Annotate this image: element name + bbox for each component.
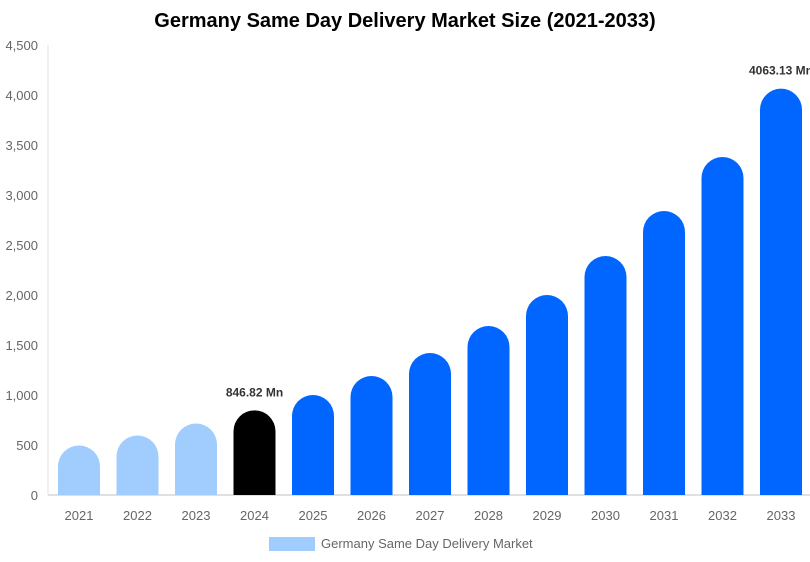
- x-tick-label: 2032: [708, 508, 737, 523]
- bar-2029: [526, 295, 568, 495]
- chart-title: Germany Same Day Delivery Market Size (2…: [154, 10, 656, 32]
- bar-2028: [467, 326, 510, 495]
- x-tick-label: 2025: [299, 508, 328, 523]
- bar-2021: [58, 445, 100, 495]
- y-tick-label: 500: [16, 438, 38, 453]
- x-tick-label: 2021: [65, 508, 94, 523]
- y-tick-label: 0: [31, 488, 38, 503]
- y-tick-label: 2,000: [5, 288, 38, 303]
- x-tick-label: 2027: [416, 508, 445, 523]
- bar-2022: [116, 435, 159, 495]
- y-tick-label: 2,500: [5, 238, 38, 253]
- legend-swatch: [269, 536, 315, 551]
- data-label: 4063.13 Mn: [749, 64, 810, 78]
- bar-2024: [233, 410, 276, 495]
- legend-label: Germany Same Day Delivery Market: [321, 536, 533, 551]
- x-tick-label: 2028: [474, 508, 503, 523]
- x-tick-label: 2029: [533, 508, 562, 523]
- legend[interactable]: Germany Same Day Delivery Market: [269, 536, 533, 551]
- bar-2033: [760, 88, 802, 495]
- bar-2025: [292, 395, 334, 495]
- y-tick-label: 3,000: [5, 188, 38, 203]
- y-tick-label: 1,000: [5, 388, 38, 403]
- x-tick-label: 2031: [650, 508, 679, 523]
- bar-2027: [409, 353, 451, 495]
- data-label: 846.82 Mn: [226, 385, 283, 399]
- bar-2030: [584, 256, 627, 495]
- x-tick-label: 2024: [240, 508, 269, 523]
- y-tick-label: 4,500: [5, 38, 38, 53]
- bar-2023: [175, 423, 217, 495]
- bar-2026: [350, 376, 393, 495]
- bar-2031: [643, 211, 685, 495]
- x-tick-label: 2033: [767, 508, 796, 523]
- x-tick-label: 2026: [357, 508, 386, 523]
- x-tick-label: 2030: [591, 508, 620, 523]
- y-tick-label: 3,500: [5, 138, 38, 153]
- x-tick-label: 2023: [182, 508, 211, 523]
- bar-2032: [701, 157, 744, 495]
- x-tick-label: 2022: [123, 508, 152, 523]
- y-tick-label: 4,000: [5, 88, 38, 103]
- y-tick-label: 1,500: [5, 338, 38, 353]
